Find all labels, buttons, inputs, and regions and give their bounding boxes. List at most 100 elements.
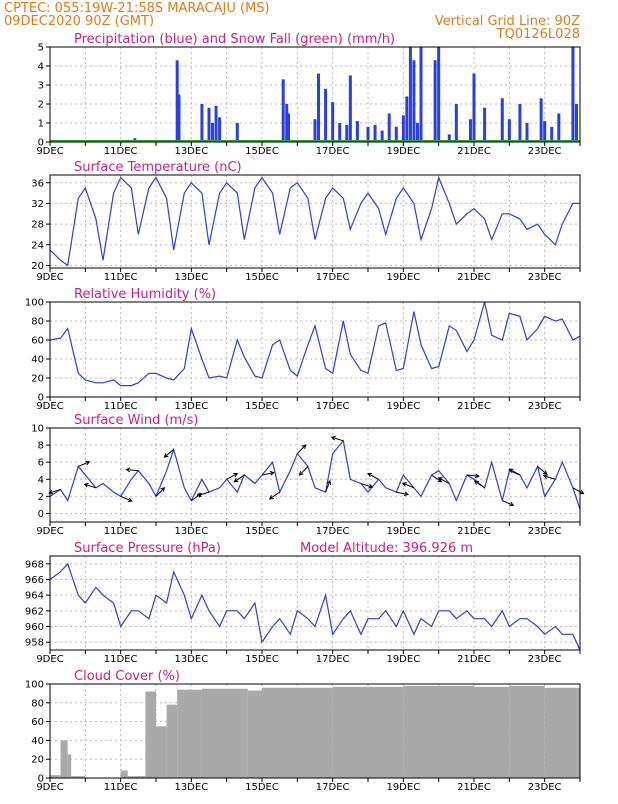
precip-bar (373, 124, 377, 142)
x-tick-label: 9DEC (36, 146, 63, 157)
wind-arrow (474, 480, 485, 489)
y-tick-label: 4 (38, 62, 44, 73)
wind-arrow (509, 468, 521, 476)
precip-bar (550, 126, 554, 142)
panel-rh: 0 20 40 60 80 100 9DEC 11DEC 13DEC 15DEC 17DEC 19DE… (25, 287, 581, 412)
wind-arrow (126, 469, 139, 472)
y-tick-label: 80 (31, 698, 44, 709)
x-tick-label: 9DEC (36, 654, 63, 665)
x-tick-label: 11DEC (104, 146, 138, 157)
wind-arrow-head (48, 489, 54, 495)
panel-frame (49, 683, 581, 779)
model-id: TQ0126L028 (496, 27, 580, 42)
precip-bar (331, 102, 335, 142)
panel-frame (49, 46, 581, 143)
y-tick-label: 20 (31, 374, 44, 385)
series-line-pres (49, 562, 581, 651)
y-tick-label: 958 (25, 638, 44, 649)
precip-bar (281, 79, 285, 142)
wind-arrow (466, 474, 479, 477)
panel-frame (49, 301, 581, 398)
y-tick-label: 6 (38, 458, 44, 469)
y-tick-label: 3 (38, 81, 44, 92)
x-tick-label: 11DEC (104, 401, 138, 412)
precip-bar (507, 119, 511, 142)
station-header: CPTEC: 055:19W-21:58S MARACAJU (MS) (4, 1, 270, 16)
y-tick-label: 2 (38, 100, 44, 111)
x-tick-label: 21DEC (457, 272, 491, 283)
wind-arrow-head (163, 453, 169, 458)
y-tick-label: 28 (31, 220, 44, 231)
x-tick-label: 9DEC (36, 782, 63, 793)
y-tick-label: 20 (31, 755, 44, 766)
panel-title-wind: Surface Wind (m/s) (74, 413, 198, 428)
y-tick-label: 962 (25, 606, 44, 617)
wind-arrow-head (83, 482, 89, 488)
panel-temp: 20 24 28 32 36 9DEC 11DEC 13DEC 15DEC 17DEC 19DEC 2… (31, 160, 581, 283)
wind-arrow-head (542, 474, 548, 479)
wind-arrow-head (404, 491, 410, 497)
precip-bar (405, 96, 409, 142)
wind-arrow (261, 472, 274, 476)
wind-arrow (78, 461, 90, 467)
precip-bar (408, 47, 412, 142)
y-tick-label: 8 (38, 441, 44, 452)
precip-bar (525, 123, 529, 142)
x-tick-label: 17DEC (316, 272, 350, 283)
x-tick-label: 17DEC (316, 401, 350, 412)
y-tick-label: 4 (38, 475, 44, 486)
wind-arrow (234, 474, 245, 483)
y-tick-label: 24 (31, 240, 44, 251)
y-tick-label: 0 (38, 509, 44, 520)
y-tick-label: 100 (25, 298, 44, 309)
wind-arrow-head (508, 468, 514, 473)
y-tick-label: 1 (38, 119, 44, 130)
series-line-temp (49, 175, 580, 267)
precip-bar (348, 75, 352, 142)
x-tick-label: 23DEC (528, 782, 562, 793)
precip-bar (207, 107, 211, 142)
y-tick-label: 10 (31, 424, 44, 435)
precip-bar (338, 123, 342, 142)
precip-bar (472, 73, 476, 142)
y-tick-label: 60 (31, 336, 44, 347)
wind-arrow (48, 489, 61, 494)
y-tick-label: 966 (25, 575, 44, 586)
cloud-bar (127, 776, 146, 778)
precip-bar (345, 124, 349, 142)
y-tick-label: 100 (25, 680, 44, 691)
grid-line-note: Vertical Grid Line: 90Z (435, 14, 580, 29)
precip-bar (574, 104, 578, 142)
cloud-bar (403, 685, 474, 778)
precip-bar (355, 121, 359, 142)
cloud-bar (332, 686, 404, 778)
y-tick-label: 80 (31, 317, 44, 328)
wind-arrow-head (474, 473, 480, 479)
precip-bar (313, 119, 317, 142)
x-tick-label: 15DEC (245, 654, 279, 665)
x-tick-label: 17DEC (316, 526, 350, 537)
wind-arrow (367, 473, 379, 480)
wind-arrow-head (437, 477, 443, 482)
panel-wind: 0 2 4 6 8 10 9DEC 11DEC 13DEC 15DEC 17DEC 19DEC 21DE… (31, 413, 585, 537)
wind-arrow-head (330, 435, 336, 441)
precip-bar (235, 123, 239, 142)
x-tick-label: 13DEC (174, 526, 208, 537)
cloud-bar (166, 704, 178, 778)
wind-arrow-head (85, 460, 91, 466)
wind-arrow-head (579, 489, 585, 495)
x-tick-label: 19DEC (386, 272, 420, 283)
wind-arrow-head (196, 492, 202, 497)
panel-title-rh: Relative Humidity (%) (74, 287, 216, 302)
y-tick-label: 0 (38, 393, 44, 404)
precip-bar (214, 105, 218, 142)
x-tick-label: 23DEC (528, 654, 562, 665)
wind-arrow (120, 495, 132, 502)
wind-arrow-head (298, 471, 304, 476)
precip-bar (433, 60, 437, 142)
y-tick-label: 968 (25, 559, 44, 570)
x-tick-label: 15DEC (245, 146, 279, 157)
y-tick-label: 0 (38, 774, 44, 785)
x-tick-label: 9DEC (36, 272, 63, 283)
